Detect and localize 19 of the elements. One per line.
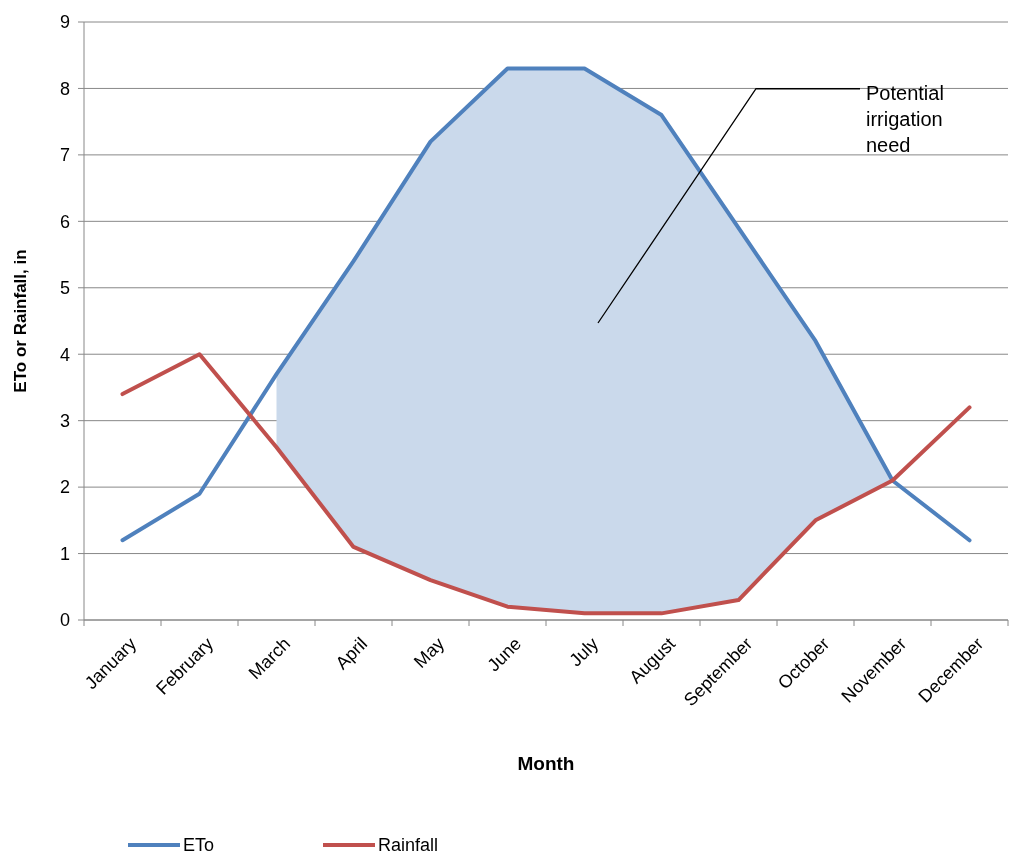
- y-tick-label: 8: [59, 78, 70, 99]
- y-tick-label: 5: [59, 278, 70, 299]
- y-tick-label: 9: [59, 12, 70, 33]
- y-tick-label: 3: [59, 410, 70, 431]
- y-tick-label: 4: [59, 344, 70, 365]
- y-tick-label: 2: [59, 477, 70, 498]
- legend-label: Rainfall: [378, 835, 439, 856]
- legend-label: ETo: [183, 835, 215, 856]
- x-tick-label: May: [410, 633, 449, 672]
- line-series: [120, 352, 972, 616]
- y-tick-label: 7: [59, 145, 70, 166]
- y-axis-title: ETo or Rainfall, in: [11, 249, 30, 393]
- x-tick-label: July: [565, 633, 603, 671]
- y-tick-label: 6: [59, 211, 70, 232]
- y-tick-label: 0: [59, 610, 70, 631]
- x-axis-title: Month: [517, 753, 575, 774]
- line-series: [120, 66, 972, 543]
- y-tick-label: 1: [59, 543, 70, 564]
- annotation: Potential irrigation need: [866, 82, 944, 156]
